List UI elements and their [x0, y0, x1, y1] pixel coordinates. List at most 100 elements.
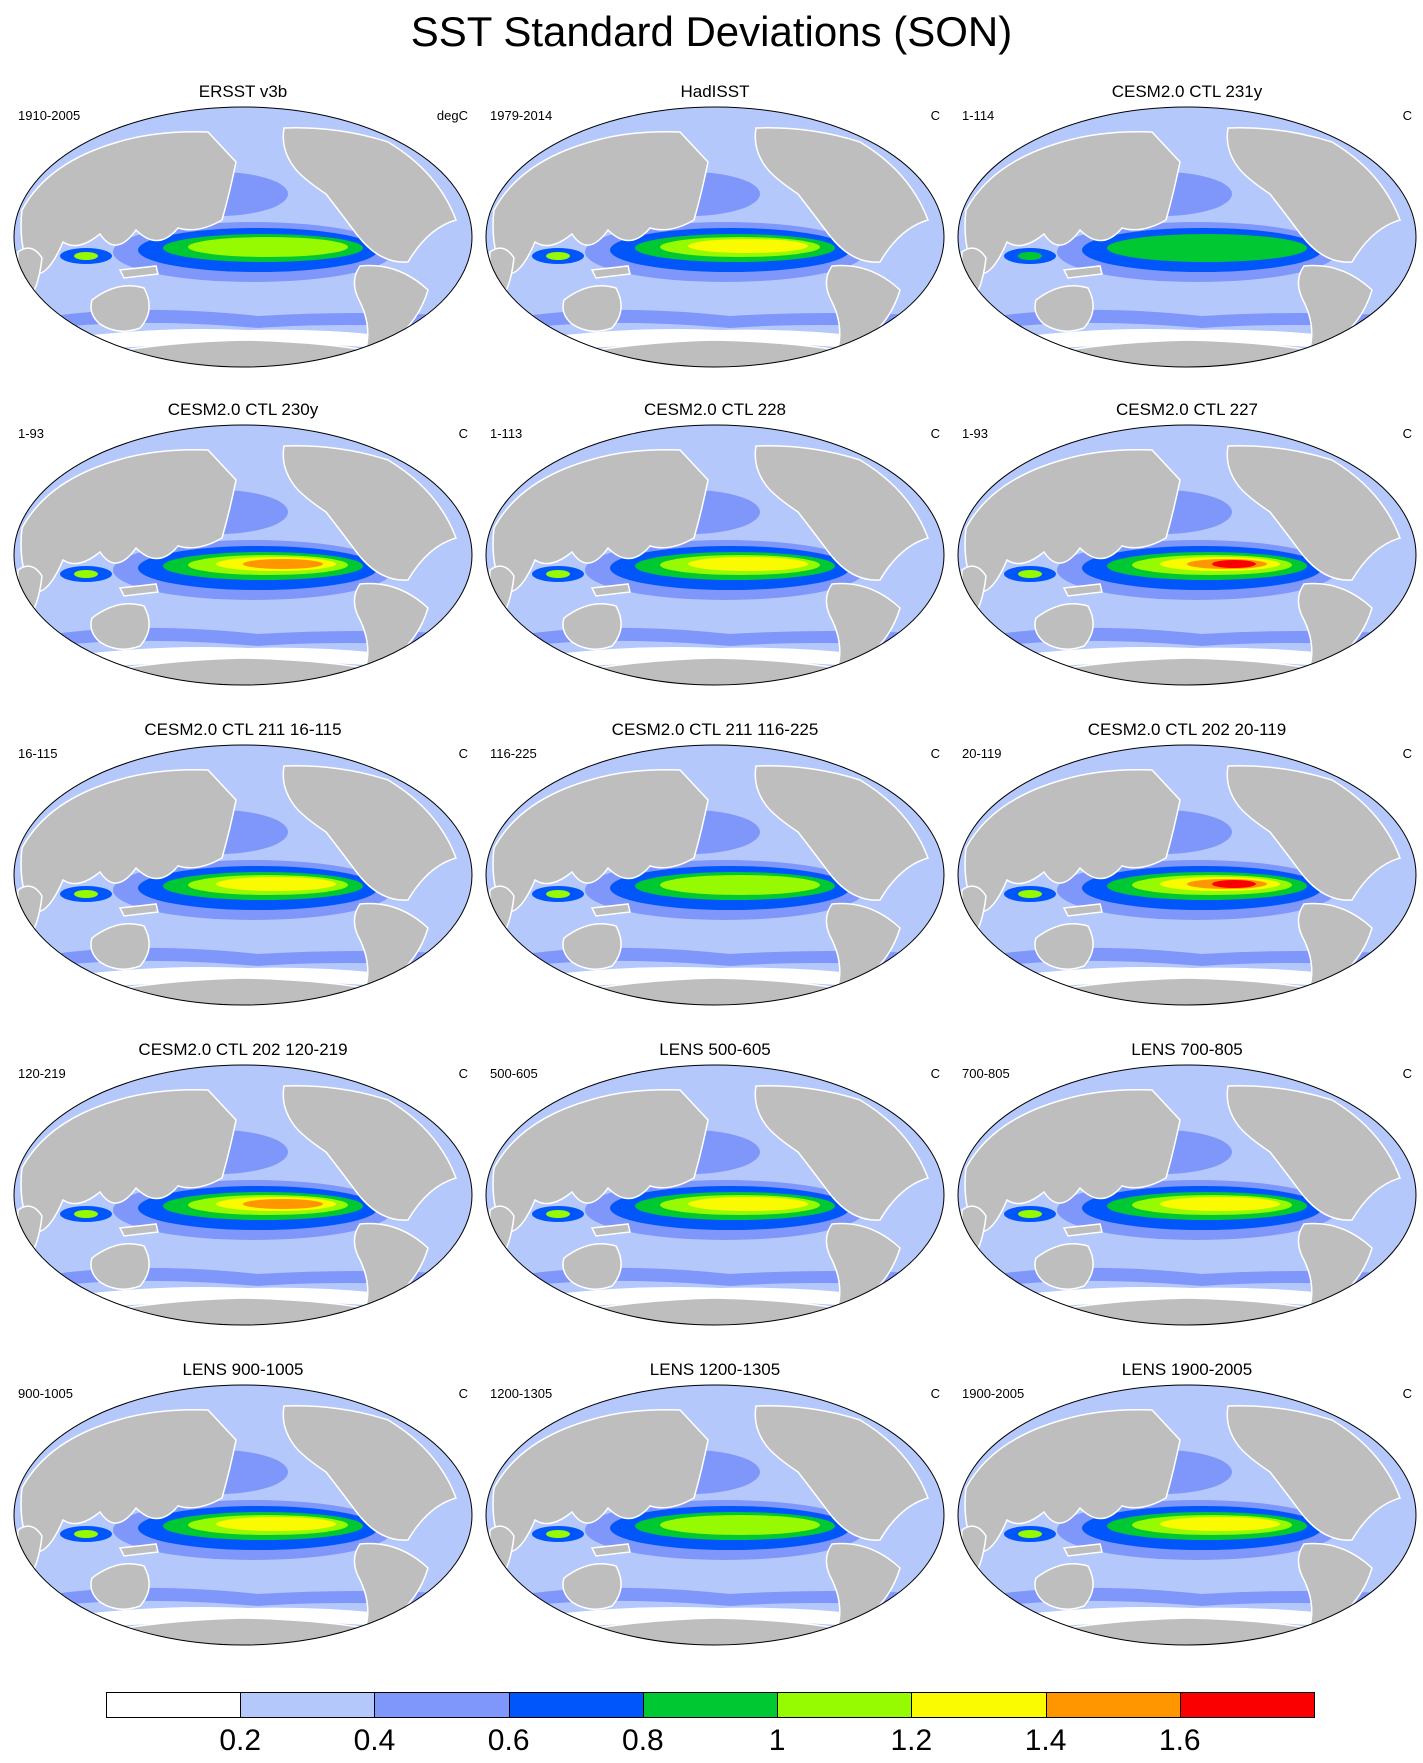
panel-title: ERSST v3b — [198, 82, 288, 101]
map-panel: CESM2.0 CTL 230y 1-93 C — [8, 400, 478, 690]
sst-map — [13, 106, 473, 368]
new-guinea-land — [118, 1223, 159, 1237]
north-america-land — [1226, 445, 1401, 581]
north-america-land — [282, 1405, 457, 1541]
panel-title: CESM2.0 CTL 211 16-115 — [144, 720, 342, 739]
map-border — [485, 1384, 945, 1646]
indian-ocean-core-contour — [1018, 1210, 1042, 1218]
sst-map — [485, 106, 945, 368]
north-america-land — [1226, 127, 1401, 263]
panel-period-label: 1-113 — [490, 426, 523, 441]
figure-title: SST Standard Deviations (SON) — [410, 8, 1013, 55]
north-america-land — [754, 765, 929, 901]
panel-title: CESM2.0 CTL 230y — [167, 400, 319, 419]
panel-period-label: 1900-2005 — [962, 1386, 1025, 1401]
map-panel: HadISST 1979-2014 C — [480, 82, 950, 372]
eurasia-land — [964, 1408, 1181, 1553]
panel-unit-label: C — [458, 1066, 468, 1081]
panel-period-label: 500-605 — [490, 1066, 538, 1081]
new-guinea-land — [1062, 583, 1103, 597]
australia-land — [562, 1563, 622, 1610]
colorbar-swatch — [1179, 1692, 1315, 1718]
colorbar-tick-label: 1.6 — [1158, 1724, 1201, 1757]
australia-land — [1034, 1243, 1094, 1290]
colorbar-swatch — [911, 1692, 1047, 1718]
australia-land — [562, 285, 622, 332]
eurasia-land — [964, 768, 1181, 913]
map-border — [957, 1064, 1417, 1326]
enso-contour-level — [243, 1199, 323, 1209]
colorbar-tick-label: 0.2 — [219, 1724, 262, 1757]
panel-title: CESM2.0 CTL 227 — [1115, 400, 1259, 419]
enso-contour-level — [1160, 1517, 1280, 1531]
map-border — [13, 1384, 473, 1646]
panel-period-label: 20-119 — [962, 746, 1002, 761]
eurasia-land — [964, 1088, 1181, 1233]
north-america-land — [282, 445, 457, 581]
enso-contour-level — [216, 877, 336, 891]
panel-period-label: 1979-2014 — [490, 108, 553, 123]
colorbar-tick-label: 0.8 — [622, 1724, 664, 1757]
panel-unit-label: degC — [436, 108, 468, 123]
map-panel: CESM2.0 CTL 227 1-93 C — [952, 400, 1422, 690]
sst-map — [13, 424, 473, 686]
enso-contour-level — [660, 1515, 820, 1535]
panel-period-label: 16-115 — [18, 746, 58, 761]
enso-contour-level — [688, 1197, 808, 1211]
north-america-land — [1226, 765, 1401, 901]
australia-land — [1034, 923, 1094, 970]
map-border — [485, 744, 945, 1006]
panel-unit-label: C — [930, 1066, 940, 1081]
indian-ocean-core-contour — [74, 570, 98, 578]
enso-contour-level — [1107, 234, 1307, 262]
panel-unit-label: C — [930, 426, 940, 441]
panel-title: LENS 1900-2005 — [1121, 1360, 1253, 1379]
map-panel: LENS 900-1005 900-1005 C — [8, 1360, 478, 1650]
panel-unit-label: C — [930, 746, 940, 761]
panel-title: CESM2.0 CTL 202 120-219 — [138, 1040, 348, 1059]
panel-title: CESM2.0 CTL 202 20-119 — [1087, 720, 1287, 739]
new-guinea-land — [590, 1543, 631, 1557]
new-guinea-land — [1062, 1543, 1103, 1557]
indian-ocean-core-contour — [1018, 570, 1042, 578]
enso-contour-level — [688, 557, 808, 571]
map-border — [13, 744, 473, 1006]
north-america-land — [1226, 1405, 1401, 1541]
eurasia-land — [20, 1088, 237, 1233]
enso-contour-level — [1212, 560, 1256, 568]
indian-ocean-core-contour — [546, 1210, 570, 1218]
map-panel: LENS 1200-1305 1200-1305 C — [480, 1360, 950, 1650]
indian-ocean-core-contour — [546, 890, 570, 898]
map-border — [485, 1064, 945, 1326]
colorbar-tick-label: 1.2 — [890, 1724, 933, 1757]
panel-period-label: 1-114 — [962, 108, 995, 123]
new-guinea-land — [1062, 1223, 1103, 1237]
panel-unit-label: C — [1402, 108, 1412, 123]
sst-map — [485, 424, 945, 686]
north-america-land — [1226, 1085, 1401, 1221]
australia-land — [1034, 603, 1094, 650]
panel-title: LENS 900-1005 — [182, 1360, 304, 1379]
panel-title: LENS 1200-1305 — [649, 1360, 781, 1379]
colorbar-swatch — [240, 1692, 376, 1718]
panel-title: CESM2.0 CTL 211 116-225 — [611, 720, 819, 739]
eurasia-land — [492, 448, 709, 593]
panel-title: LENS 700-805 — [1131, 1040, 1243, 1059]
panel-unit-label: C — [930, 108, 940, 123]
enso-contour-level — [243, 559, 323, 569]
indian-ocean-core-contour — [1018, 252, 1042, 260]
map-panel: CESM2.0 CTL 231y 1-114 C — [952, 82, 1422, 372]
colorbar-swatch — [777, 1692, 913, 1718]
australia-land — [562, 603, 622, 650]
panel-title: CESM2.0 CTL 231y — [1111, 82, 1263, 101]
sst-map — [957, 1384, 1417, 1646]
eurasia-land — [492, 1408, 709, 1553]
panel-title: CESM2.0 CTL 228 — [643, 400, 787, 419]
indian-ocean-core-contour — [546, 570, 570, 578]
enso-contour-level — [216, 1517, 336, 1531]
indian-ocean-core-contour — [1018, 890, 1042, 898]
australia-land — [90, 285, 150, 332]
enso-contour-level — [660, 875, 820, 895]
new-guinea-land — [118, 583, 159, 597]
panel-period-label: 900-1005 — [18, 1386, 73, 1401]
